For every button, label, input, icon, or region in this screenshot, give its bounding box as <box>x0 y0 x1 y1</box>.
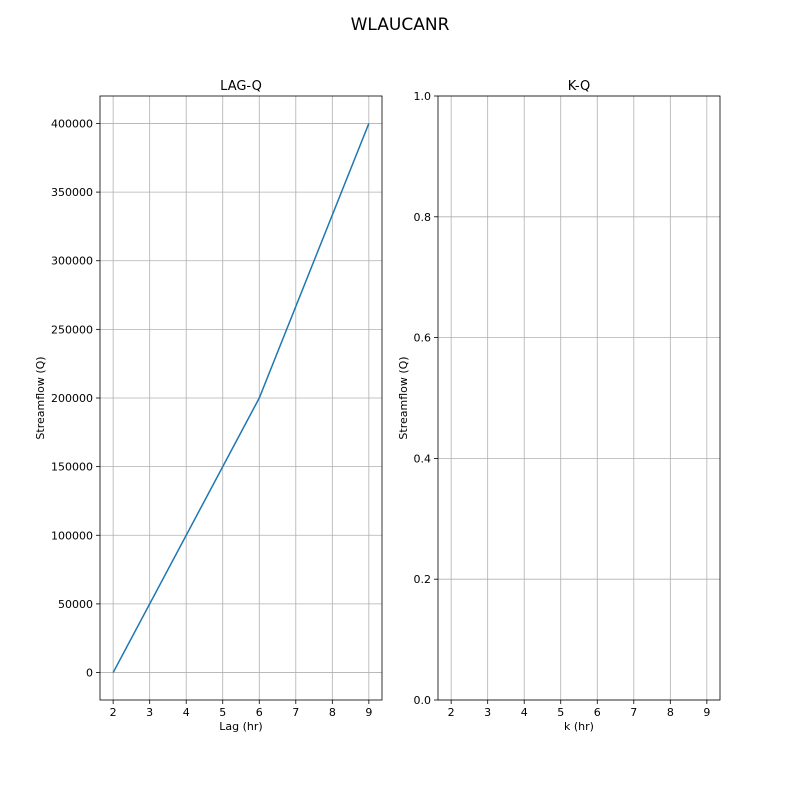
k-q-xtick-label: 2 <box>448 706 455 719</box>
lag-q-xtick-label: 2 <box>110 706 117 719</box>
k-q-title: K-Q <box>568 79 591 94</box>
lag-q-ytick-label: 0 <box>86 667 93 680</box>
lag-q-ytick-label: 200000 <box>51 392 93 405</box>
lag-q-ytick-label: 300000 <box>51 255 93 268</box>
lag-q-ytick-label: 250000 <box>51 323 93 336</box>
lag-q-series-line <box>112 123 370 673</box>
lag-q-grid <box>100 96 382 700</box>
k-q-xlabel: k (hr) <box>564 720 594 733</box>
figure-title: WLAUCANR <box>351 15 450 35</box>
lag-q-xtick-label: 7 <box>292 706 299 719</box>
k-q-ytick-label: 0.4 <box>414 452 432 465</box>
lag-q-ticks: 2 3 4 5 6 7 8 9 0 50000 100000 150000 200000 250000 30… <box>51 117 372 719</box>
lag-q-xtick-label: 6 <box>256 706 263 719</box>
lag-q-xtick-label: 9 <box>365 706 372 719</box>
k-q-xtick-label: 4 <box>521 706 528 719</box>
lag-q-frame <box>99 95 383 701</box>
lag-q-series <box>112 123 370 673</box>
k-q-xtick-label: 6 <box>594 706 601 719</box>
lag-q-axes: LAG-Q Lag (hr) Streamflow (Q) 2 3 4 5 6 7 8 9 0 5… <box>34 79 383 733</box>
k-q-ticks: 2 3 4 5 6 7 8 9 0.0 0.2 0.4 0.6 0.8 1.0 <box>414 90 711 719</box>
lag-q-ytick-label: 400000 <box>51 117 93 130</box>
lag-q-xtick-label: 5 <box>219 706 226 719</box>
lag-q-xlabel: Lag (hr) <box>219 720 262 733</box>
k-q-ytick-label: 0.2 <box>414 573 432 586</box>
k-q-ytick-label: 1.0 <box>414 90 432 103</box>
k-q-xtick-label: 8 <box>667 706 674 719</box>
k-q-ytick-label: 0.0 <box>414 694 432 707</box>
lag-q-xtick-label: 3 <box>146 706 153 719</box>
k-q-ylabel: Streamflow (Q) <box>397 356 410 439</box>
lag-q-ytick-label: 50000 <box>58 598 93 611</box>
lag-q-ylabel: Streamflow (Q) <box>34 356 47 439</box>
k-q-xtick-label: 9 <box>703 706 710 719</box>
k-q-ytick-label: 0.8 <box>414 211 432 224</box>
k-q-grid <box>438 95 720 701</box>
lag-q-ytick-label: 350000 <box>51 186 93 199</box>
k-q-xtick-label: 7 <box>630 706 637 719</box>
k-q-xtick-label: 5 <box>557 706 564 719</box>
lag-q-ytick-label: 150000 <box>51 461 93 474</box>
k-q-frame <box>437 95 721 701</box>
lag-q-xtick-label: 4 <box>183 706 190 719</box>
k-q-axes: K-Q k (hr) Streamflow (Q) 2 3 4 5 6 7 8 9 0.0 0.2… <box>397 79 721 733</box>
k-q-xtick-label: 3 <box>484 706 491 719</box>
lag-q-title: LAG-Q <box>220 79 262 94</box>
lag-q-ytick-label: 100000 <box>51 529 93 542</box>
lag-q-xtick-label: 8 <box>329 706 336 719</box>
k-q-ytick-label: 0.6 <box>414 332 432 345</box>
